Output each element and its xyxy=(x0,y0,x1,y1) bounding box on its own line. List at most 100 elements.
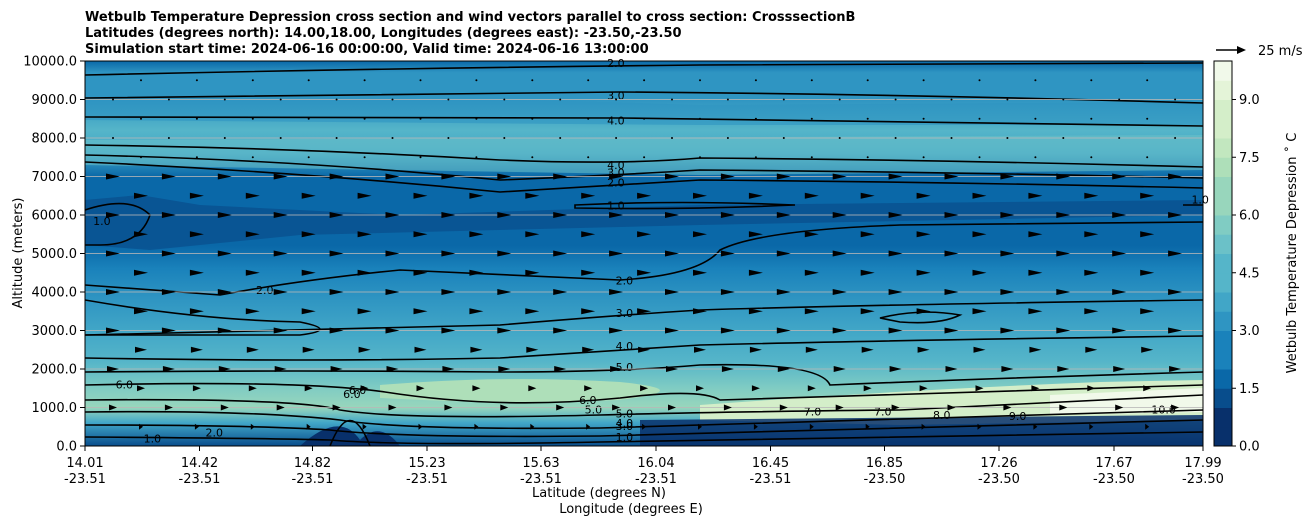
wind-vector xyxy=(1168,327,1183,334)
wind-vector xyxy=(441,212,456,218)
y-tick-label: 3000.0 xyxy=(32,324,78,339)
wind-vector xyxy=(922,156,925,159)
colorbar-segment xyxy=(1214,311,1232,331)
y-tick-label: 0.0 xyxy=(56,440,77,455)
wind-vector xyxy=(726,98,729,101)
wind-vector xyxy=(671,98,673,101)
wind-vector xyxy=(1089,423,1094,430)
x-tick-lat: 15.23 xyxy=(408,456,445,471)
contour-label: 1.0 xyxy=(144,432,162,445)
colorbar-tick-label: 0.0 xyxy=(1239,440,1260,455)
wind-vector xyxy=(554,366,567,372)
wind-vector xyxy=(413,231,428,238)
wind-vector xyxy=(694,346,706,353)
wind-vector xyxy=(107,366,119,372)
chart-title-line-2: Latitudes (degrees north): 14.00,18.00, … xyxy=(85,26,682,41)
wind-vector xyxy=(945,366,958,372)
wind-vector xyxy=(804,231,819,238)
wind-vector xyxy=(922,117,925,120)
wind-vector xyxy=(1062,98,1065,101)
colorbar-tick-label: 1.5 xyxy=(1239,382,1260,397)
contour-label: 2.0 xyxy=(205,427,223,440)
wind-vector xyxy=(559,137,562,139)
wind-vector xyxy=(306,423,311,430)
wind-vector xyxy=(832,289,847,295)
wind-vector xyxy=(302,346,315,353)
contour-line-4 xyxy=(85,116,1203,127)
wind-vector xyxy=(1006,137,1009,139)
wind-vector xyxy=(475,79,478,82)
y-tick-label: 5000.0 xyxy=(32,247,78,262)
contour-label: 1.0 xyxy=(1191,194,1209,207)
wind-vector xyxy=(1168,250,1183,257)
wind-vector xyxy=(804,269,819,276)
wind-vector xyxy=(723,404,732,411)
wind-vector xyxy=(776,289,791,295)
wind-vector xyxy=(329,212,344,218)
wind-vector xyxy=(251,156,254,159)
wind-vector xyxy=(917,346,930,353)
wind-vector xyxy=(637,308,652,315)
wind-vector xyxy=(391,137,394,139)
wind-vector xyxy=(1028,308,1043,315)
wind-vector xyxy=(1140,269,1155,276)
wind-vector xyxy=(307,117,310,120)
colorbar-tick-label: 7.5 xyxy=(1239,151,1260,166)
wind-vector xyxy=(162,366,175,372)
wind-vector xyxy=(470,346,483,353)
contour-label: 4.0 xyxy=(607,115,625,128)
wind-vector xyxy=(754,79,757,82)
contour-line-3 xyxy=(85,91,1203,104)
wind-vector xyxy=(888,327,903,334)
x-tick-lon: -23.50 xyxy=(864,472,906,487)
wind-vector xyxy=(804,192,819,199)
wind-vector xyxy=(161,212,176,218)
colorbar-segment xyxy=(1214,272,1232,293)
wind-vector xyxy=(777,366,790,372)
wind-vector xyxy=(246,346,259,353)
contour-line-1d xyxy=(85,431,1203,445)
wind-vector xyxy=(1000,250,1015,257)
gridlines xyxy=(85,99,1203,408)
wind-vector xyxy=(894,137,897,139)
x-tick-lon: -23.51 xyxy=(292,472,334,487)
wind-vector xyxy=(699,117,701,120)
wind-vector xyxy=(671,137,673,139)
wind-vector xyxy=(472,385,481,392)
wind-vector xyxy=(500,404,509,411)
wind-vector xyxy=(1057,366,1070,372)
contour-label: 3.0 xyxy=(616,307,634,320)
wind-vector xyxy=(528,385,537,392)
wind-vector xyxy=(1084,192,1099,199)
wind-vector xyxy=(944,289,959,295)
wind-vector xyxy=(161,173,176,180)
wind-vector xyxy=(301,269,316,276)
wind-vector xyxy=(950,137,953,139)
wind-vector xyxy=(413,308,428,315)
wind-vector xyxy=(807,385,816,392)
wind-vector xyxy=(385,327,400,334)
wind-vector xyxy=(497,289,512,295)
colorbar-segment xyxy=(1214,253,1232,274)
wind-vector xyxy=(1141,346,1154,353)
wind-vector xyxy=(1028,231,1043,238)
wind-vector xyxy=(693,231,707,238)
wind-vector xyxy=(530,423,535,430)
wind-vector xyxy=(553,327,568,334)
wind-vector xyxy=(469,269,484,276)
wind-vector xyxy=(279,137,282,139)
wind-vector xyxy=(332,404,341,411)
wind-vector xyxy=(944,173,959,180)
quiver-key: 25 m/s xyxy=(1216,44,1303,59)
contour-label: 10.0 xyxy=(1151,403,1176,416)
y-tick-label: 6000.0 xyxy=(32,209,78,224)
wind-vector xyxy=(220,404,229,411)
wind-vector xyxy=(726,137,729,139)
wind-vector xyxy=(135,346,147,353)
wind-vector xyxy=(273,289,288,295)
wind-vector xyxy=(581,231,596,238)
wind-vector xyxy=(944,212,959,218)
wind-vector xyxy=(944,250,959,257)
colorbar-segment xyxy=(1214,138,1232,158)
wind-vector xyxy=(888,289,903,295)
